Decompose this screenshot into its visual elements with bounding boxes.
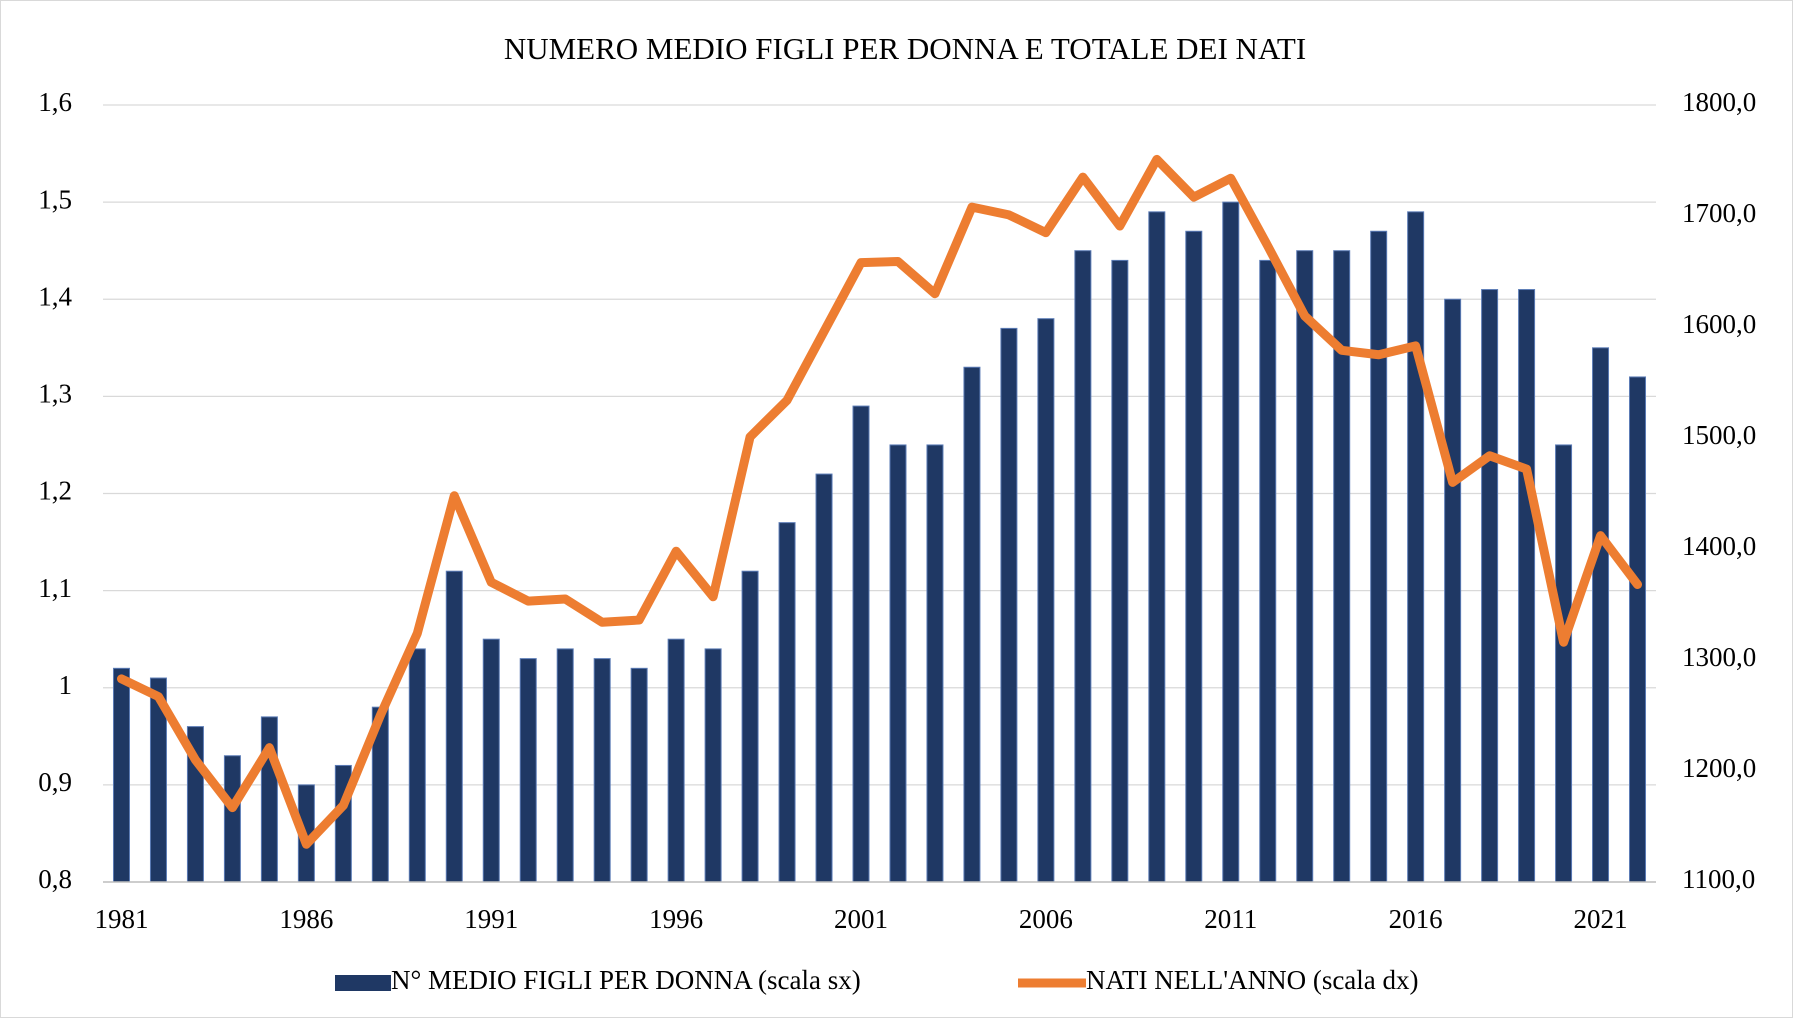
bar <box>1481 289 1499 883</box>
bar <box>593 658 611 883</box>
x-tick-label: 1996 <box>649 904 703 934</box>
x-tick-label: 1986 <box>279 904 333 934</box>
bar <box>704 648 722 883</box>
y2-tick-label: 1700,0 <box>1682 198 1756 228</box>
line <box>116 154 1643 849</box>
y-tick-label: 1,3 <box>38 379 72 409</box>
bar <box>815 473 833 883</box>
bar <box>889 444 907 883</box>
bar <box>1555 444 1573 883</box>
bar <box>1074 250 1092 883</box>
y2-tick-label: 1500,0 <box>1682 420 1756 450</box>
y-tick-label: 1,1 <box>38 573 72 603</box>
x-tick-label: 1981 <box>94 904 148 934</box>
bar <box>1518 289 1536 883</box>
x-tick-label: 2006 <box>1019 904 1073 934</box>
bar <box>852 405 870 883</box>
bar <box>1629 376 1647 883</box>
bar <box>445 570 463 883</box>
bar <box>1592 347 1610 883</box>
y-tick-label: 1,4 <box>38 281 72 311</box>
y-tick-label: 1 <box>59 670 73 700</box>
bar <box>1148 211 1166 883</box>
y-tick-label: 1,2 <box>38 476 72 506</box>
y-tick-label: 1,5 <box>38 184 72 214</box>
bar <box>1370 230 1388 883</box>
chart-title: NUMERO MEDIO FIGLI PER DONNA E TOTALE DE… <box>504 31 1306 66</box>
bar <box>482 638 500 883</box>
x-tick-label: 2021 <box>1574 904 1628 934</box>
bar <box>926 444 944 883</box>
bar <box>519 658 537 883</box>
legend-label: N° MEDIO FIGLI PER DONNA (scala sx) <box>391 965 861 995</box>
y-tick-label: 0,9 <box>38 767 72 797</box>
bar <box>1111 259 1129 883</box>
x-tick-label: 2001 <box>834 904 888 934</box>
bar <box>963 366 981 883</box>
y2-tick-label: 1100,0 <box>1682 864 1755 894</box>
x-tick-label: 2011 <box>1204 904 1257 934</box>
bar <box>260 716 278 883</box>
y2-tick-label: 1600,0 <box>1682 309 1756 339</box>
bar <box>408 648 426 883</box>
bar <box>1222 201 1240 883</box>
bar <box>223 755 241 883</box>
y2-tick-label: 1400,0 <box>1682 531 1756 561</box>
bar <box>1407 211 1425 883</box>
bar <box>1000 327 1018 883</box>
bar <box>1185 230 1203 883</box>
y2-tick-label: 1200,0 <box>1682 753 1756 783</box>
x-tick-label: 2016 <box>1389 904 1443 934</box>
bar <box>1296 250 1314 883</box>
bar <box>778 522 796 883</box>
bar <box>630 667 648 883</box>
bar <box>741 570 759 883</box>
bar <box>112 667 130 883</box>
y2-tick-label: 1300,0 <box>1682 642 1756 672</box>
bar <box>1444 298 1462 883</box>
y-tick-label: 1,6 <box>38 87 72 117</box>
x-tick-label: 1991 <box>464 904 518 934</box>
y2-tick-label: 1800,0 <box>1682 87 1756 117</box>
y-tick-label: 0,8 <box>38 864 72 894</box>
legend-swatch <box>335 975 391 991</box>
bar <box>556 648 574 883</box>
bar <box>1259 259 1277 883</box>
bar <box>1037 318 1055 883</box>
legend-label: NATI NELL'ANNO (scala dx) <box>1086 965 1419 995</box>
bar <box>667 638 685 883</box>
